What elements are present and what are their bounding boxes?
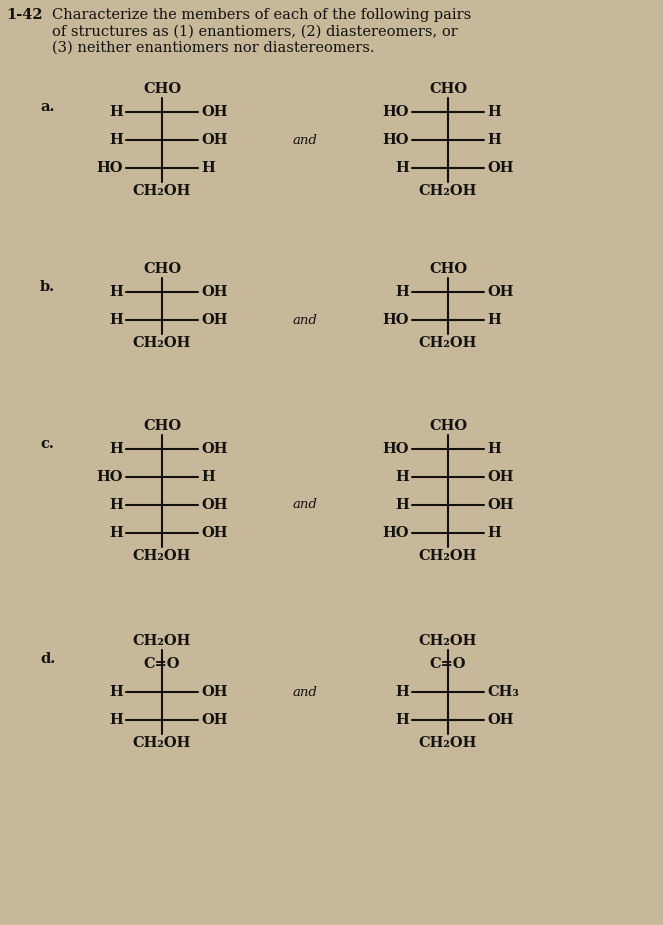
- Text: CH₂OH: CH₂OH: [133, 549, 191, 563]
- Text: H: H: [201, 470, 215, 484]
- Text: CHO: CHO: [429, 262, 467, 276]
- Text: CH₂OH: CH₂OH: [133, 634, 191, 648]
- Text: HO: HO: [97, 161, 123, 175]
- Text: CHO: CHO: [143, 262, 181, 276]
- Text: H: H: [487, 442, 501, 456]
- Text: OH: OH: [201, 498, 227, 512]
- Text: C=O: C=O: [430, 657, 466, 671]
- Text: CHO: CHO: [429, 419, 467, 433]
- Text: OH: OH: [201, 713, 227, 727]
- Text: H: H: [109, 713, 123, 727]
- Text: a.: a.: [40, 100, 54, 114]
- Text: H: H: [109, 285, 123, 299]
- Text: OH: OH: [487, 161, 514, 175]
- Text: H: H: [109, 685, 123, 699]
- Text: OH: OH: [487, 498, 514, 512]
- Text: HO: HO: [383, 526, 409, 540]
- Text: and: and: [292, 314, 318, 327]
- Text: H: H: [487, 105, 501, 119]
- Text: H: H: [395, 713, 409, 727]
- Text: OH: OH: [487, 470, 514, 484]
- Text: CH₂OH: CH₂OH: [419, 634, 477, 648]
- Text: and: and: [292, 133, 318, 146]
- Text: H: H: [487, 526, 501, 540]
- Text: H: H: [395, 498, 409, 512]
- Text: H: H: [109, 442, 123, 456]
- Text: HO: HO: [383, 105, 409, 119]
- Text: H: H: [109, 498, 123, 512]
- Text: H: H: [395, 161, 409, 175]
- Text: CH₂OH: CH₂OH: [133, 184, 191, 198]
- Text: H: H: [395, 470, 409, 484]
- Text: H: H: [201, 161, 215, 175]
- Text: OH: OH: [487, 713, 514, 727]
- Text: OH: OH: [201, 285, 227, 299]
- Text: OH: OH: [201, 526, 227, 540]
- Text: CH₂OH: CH₂OH: [133, 736, 191, 750]
- Text: CH₂OH: CH₂OH: [419, 736, 477, 750]
- Text: OH: OH: [201, 313, 227, 327]
- Text: CH₂OH: CH₂OH: [419, 336, 477, 350]
- Text: H: H: [487, 133, 501, 147]
- Text: CH₂OH: CH₂OH: [419, 549, 477, 563]
- Text: HO: HO: [383, 442, 409, 456]
- Text: CHO: CHO: [143, 82, 181, 96]
- Text: CH₂OH: CH₂OH: [419, 184, 477, 198]
- Text: H: H: [395, 685, 409, 699]
- Text: OH: OH: [487, 285, 514, 299]
- Text: HO: HO: [383, 133, 409, 147]
- Text: CHO: CHO: [429, 82, 467, 96]
- Text: d.: d.: [40, 652, 55, 666]
- Text: OH: OH: [201, 133, 227, 147]
- Text: H: H: [109, 133, 123, 147]
- Text: HO: HO: [383, 313, 409, 327]
- Text: H: H: [109, 313, 123, 327]
- Text: H: H: [487, 313, 501, 327]
- Text: CH₂OH: CH₂OH: [133, 336, 191, 350]
- Text: OH: OH: [201, 685, 227, 699]
- Text: HO: HO: [97, 470, 123, 484]
- Text: H: H: [109, 526, 123, 540]
- Text: CHO: CHO: [143, 419, 181, 433]
- Text: Characterize the members of each of the following pairs
of structures as (1) ena: Characterize the members of each of the …: [52, 8, 471, 55]
- Text: and: and: [292, 499, 318, 512]
- Text: H: H: [395, 285, 409, 299]
- Text: CH₃: CH₃: [487, 685, 519, 699]
- Text: 1-42: 1-42: [6, 8, 42, 22]
- Text: OH: OH: [201, 442, 227, 456]
- Text: OH: OH: [201, 105, 227, 119]
- Text: b.: b.: [40, 280, 55, 294]
- Text: c.: c.: [40, 437, 54, 451]
- Text: H: H: [109, 105, 123, 119]
- Text: and: and: [292, 685, 318, 698]
- Text: C=O: C=O: [144, 657, 180, 671]
